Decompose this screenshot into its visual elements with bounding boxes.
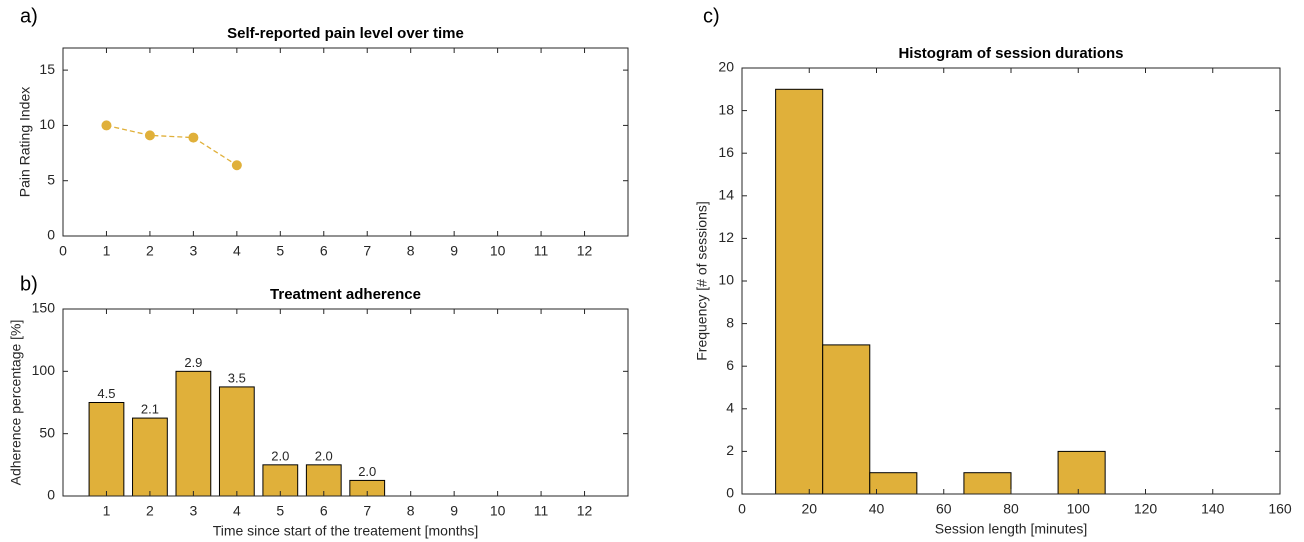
y-tick-label: 100	[32, 362, 56, 378]
plot-frame	[62, 47, 629, 237]
marker	[231, 160, 242, 171]
x-tick-label: 80	[1003, 501, 1019, 517]
y-tick-label: 4	[726, 400, 734, 416]
x-tick-label: 160	[1268, 501, 1292, 517]
y-tick-label: 20	[718, 59, 734, 75]
x-tick-label: 20	[801, 501, 817, 517]
y-axis-label: Pain Rating Index	[17, 87, 33, 198]
y-tick-label: 15	[39, 61, 55, 77]
y-tick-label: 6	[726, 357, 734, 373]
bar	[218, 386, 255, 497]
y-tick-label: 14	[718, 187, 734, 203]
y-tick-label: 5	[47, 171, 55, 187]
y-tick-label: 10	[39, 116, 55, 132]
bar-label: 2.0	[358, 464, 376, 479]
x-tick-label: 4	[233, 503, 241, 519]
x-tick-label: 3	[189, 503, 197, 519]
x-tick-label: 9	[450, 503, 458, 519]
x-axis-label: Time since start of the treatement [mont…	[213, 523, 479, 539]
x-tick-label: 7	[363, 243, 371, 259]
y-tick-label: 12	[718, 229, 734, 245]
bar-label: 2.0	[315, 448, 333, 463]
panel-label: a)	[20, 5, 38, 27]
marker	[101, 120, 112, 131]
y-tick-label: 150	[32, 300, 56, 316]
x-tick-label: 1	[103, 243, 111, 259]
x-tick-label: 1	[103, 503, 111, 519]
x-tick-label: 10	[490, 243, 506, 259]
y-tick-label: 10	[718, 272, 734, 288]
panel-label: c)	[703, 5, 720, 27]
histogram-bar	[822, 344, 871, 495]
x-tick-label: 11	[534, 503, 549, 519]
y-tick-label: 50	[39, 424, 55, 440]
y-tick-label: 0	[47, 487, 55, 503]
y-axis-label: Frequency [# of sessions]	[694, 201, 710, 361]
plot-frame	[62, 308, 629, 497]
x-tick-label: 8	[407, 243, 415, 259]
y-axis-label: Adherence percentage [%]	[8, 320, 24, 486]
line	[106, 124, 238, 166]
x-tick-label: 12	[577, 243, 593, 259]
x-tick-label: 7	[363, 503, 371, 519]
chart-title: Treatment adherence	[270, 286, 421, 303]
x-tick-label: 5	[276, 243, 284, 259]
x-tick-label: 8	[407, 503, 415, 519]
x-tick-label: 0	[59, 243, 67, 259]
x-tick-label: 120	[1134, 501, 1158, 517]
panel-label: b)	[20, 273, 38, 295]
x-tick-label: 5	[276, 503, 284, 519]
bar	[132, 417, 168, 497]
x-tick-label: 0	[738, 501, 746, 517]
x-tick-label: 12	[577, 503, 593, 519]
bar	[305, 464, 342, 497]
y-tick-label: 8	[726, 314, 734, 330]
bar-label: 2.9	[184, 355, 202, 370]
y-tick-label: 0	[726, 485, 734, 501]
x-tick-label: 6	[320, 503, 328, 519]
bar	[175, 370, 212, 497]
x-tick-label: 11	[534, 243, 549, 259]
chart-title: Histogram of session durations	[898, 45, 1123, 62]
bar-label: 2.0	[271, 448, 289, 463]
x-tick-label: 2	[146, 503, 154, 519]
bar-label: 2.1	[141, 402, 159, 417]
x-tick-label: 2	[146, 243, 154, 259]
y-tick-label: 2	[726, 442, 734, 458]
x-tick-label: 100	[1067, 501, 1091, 517]
x-tick-label: 10	[490, 503, 506, 519]
bar-label: 4.5	[97, 386, 115, 401]
marker	[144, 130, 155, 141]
chart-title: Self-reported pain level over time	[227, 25, 464, 42]
histogram-bar	[963, 472, 1012, 495]
x-axis-label: Session length [minutes]	[935, 521, 1088, 537]
x-tick-label: 9	[450, 243, 458, 259]
y-tick-label: 0	[47, 227, 55, 243]
histogram-bar	[1057, 450, 1106, 495]
histogram-bar	[775, 88, 824, 495]
x-tick-label: 60	[936, 501, 952, 517]
x-tick-label: 4	[233, 243, 241, 259]
x-tick-label: 3	[189, 243, 197, 259]
x-tick-label: 6	[320, 243, 328, 259]
bar	[262, 464, 299, 497]
y-tick-label: 16	[718, 144, 734, 160]
marker	[188, 132, 199, 143]
x-tick-label: 40	[869, 501, 885, 517]
bar	[88, 402, 125, 497]
x-tick-label: 140	[1201, 501, 1225, 517]
bar-label: 3.5	[228, 370, 246, 385]
y-tick-label: 18	[718, 101, 734, 117]
